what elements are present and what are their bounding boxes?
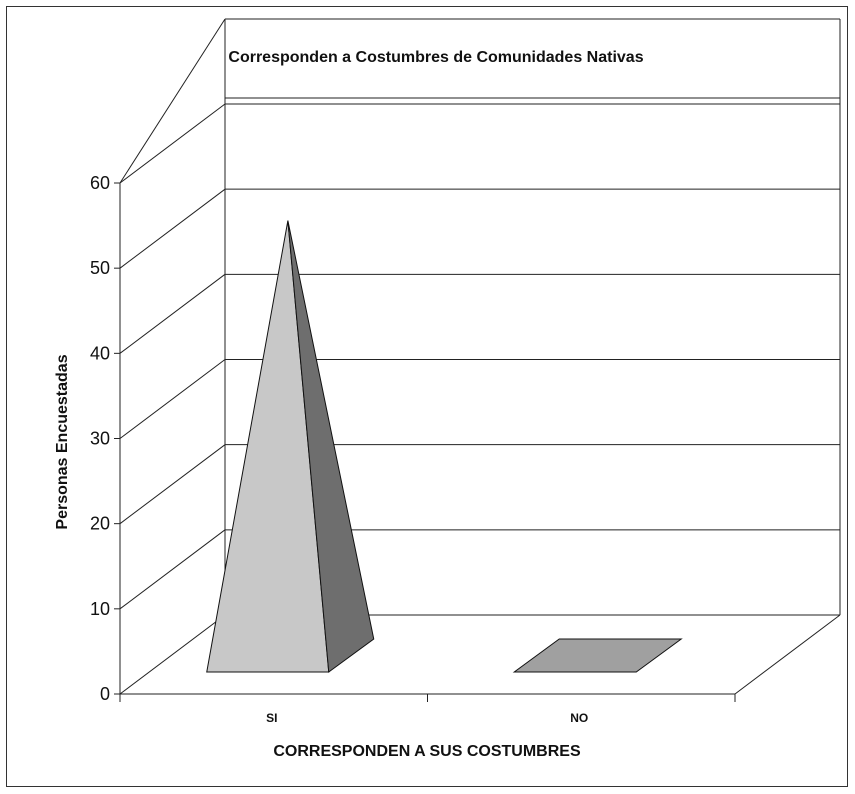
y-tick-label: 20 [90, 514, 110, 534]
y-tick-label: 0 [100, 684, 110, 704]
gridline-side [119, 529, 226, 610]
gridline-side [119, 359, 226, 439]
y-tick-label: 40 [90, 343, 110, 363]
y-tick-labels: 0 10 20 30 40 50 60 [90, 173, 110, 704]
gridline-side [119, 103, 226, 184]
x-category-label: SI [266, 711, 277, 725]
floor-right-edge [734, 614, 841, 695]
gridline-side [119, 614, 226, 695]
gridline-side [119, 188, 226, 269]
x-axis-title: CORRESPONDEN A SUS COSTUMBRES [273, 743, 581, 760]
y-tick-label: 60 [90, 173, 110, 193]
gridline-side [119, 273, 226, 354]
x-category-labels: SI NO [266, 711, 588, 725]
side-wall-top-edge [119, 18, 226, 184]
y-tick-label: 30 [90, 429, 110, 449]
chart-frame [6, 6, 848, 787]
x-category-label: NO [570, 711, 588, 725]
y-tick-label: 50 [90, 258, 110, 278]
chart-marks [206, 220, 683, 673]
chart-axes [114, 18, 841, 702]
pyramid-side-face [287, 220, 375, 673]
y-axis-title: Personas Encuestadas [54, 354, 71, 529]
gridline-side [119, 444, 226, 525]
chart-title: Corresponden a Costumbres de Comunidades… [228, 49, 643, 66]
zero-value-base [512, 638, 683, 673]
y-tick-label: 10 [90, 599, 110, 619]
